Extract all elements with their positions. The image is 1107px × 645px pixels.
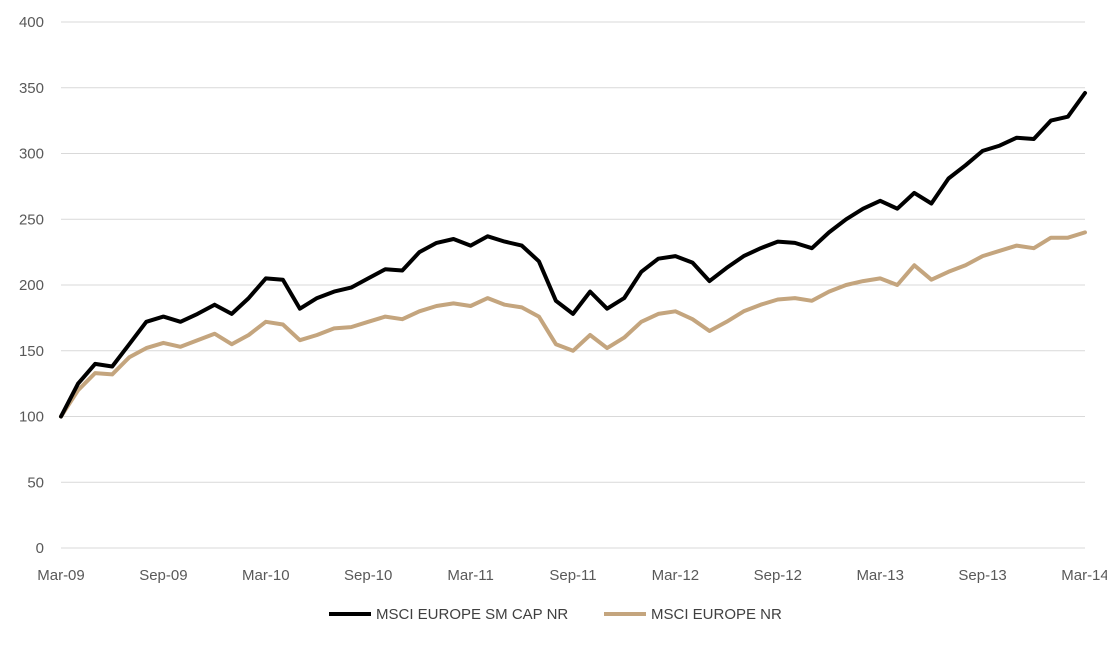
x-tick-label: Sep-13 <box>958 567 1006 584</box>
x-tick-label: Mar-11 <box>447 567 493 584</box>
y-tick-label: 150 <box>19 343 44 360</box>
legend: MSCI EUROPE SM CAP NR MSCI EUROPE NR <box>329 606 782 623</box>
y-tick-label: 50 <box>27 474 44 491</box>
y-tick-label: 200 <box>19 277 44 294</box>
x-axis-tick-labels: Mar-09 Sep-09 Mar-10 Sep-10 Mar-11 Sep-11 Mar-… <box>37 567 1107 584</box>
x-tick-label: Sep-10 <box>344 567 392 584</box>
series-line <box>59 91 1087 419</box>
x-tick-label: Mar-10 <box>242 567 290 584</box>
x-tick-label: Mar-09 <box>37 567 85 584</box>
x-tick-label: Mar-14 <box>1061 567 1107 584</box>
y-tick-label: 250 <box>19 211 44 228</box>
series-line <box>59 230 1087 419</box>
x-tick-label: Sep-12 <box>754 567 802 584</box>
gridlines <box>61 21 1085 483</box>
x-tick-label: Mar-12 <box>652 567 700 584</box>
legend-label: MSCI EUROPE SM CAP NR <box>376 606 568 623</box>
series-lines <box>59 91 1087 419</box>
x-tick-label: Sep-09 <box>139 567 187 584</box>
x-tick-label: Mar-13 <box>856 567 904 584</box>
y-tick-label: 400 <box>19 14 44 31</box>
x-tick-label: Sep-11 <box>549 567 596 584</box>
y-tick-label: 100 <box>19 409 44 426</box>
y-axis-tick-labels: 0 50 100 150 200 250 300 350 400 <box>19 14 44 557</box>
y-tick-label: 0 <box>36 540 44 557</box>
y-tick-label: 350 <box>19 80 44 97</box>
y-tick-label: 300 <box>19 146 44 163</box>
legend-label: MSCI EUROPE NR <box>651 606 782 623</box>
